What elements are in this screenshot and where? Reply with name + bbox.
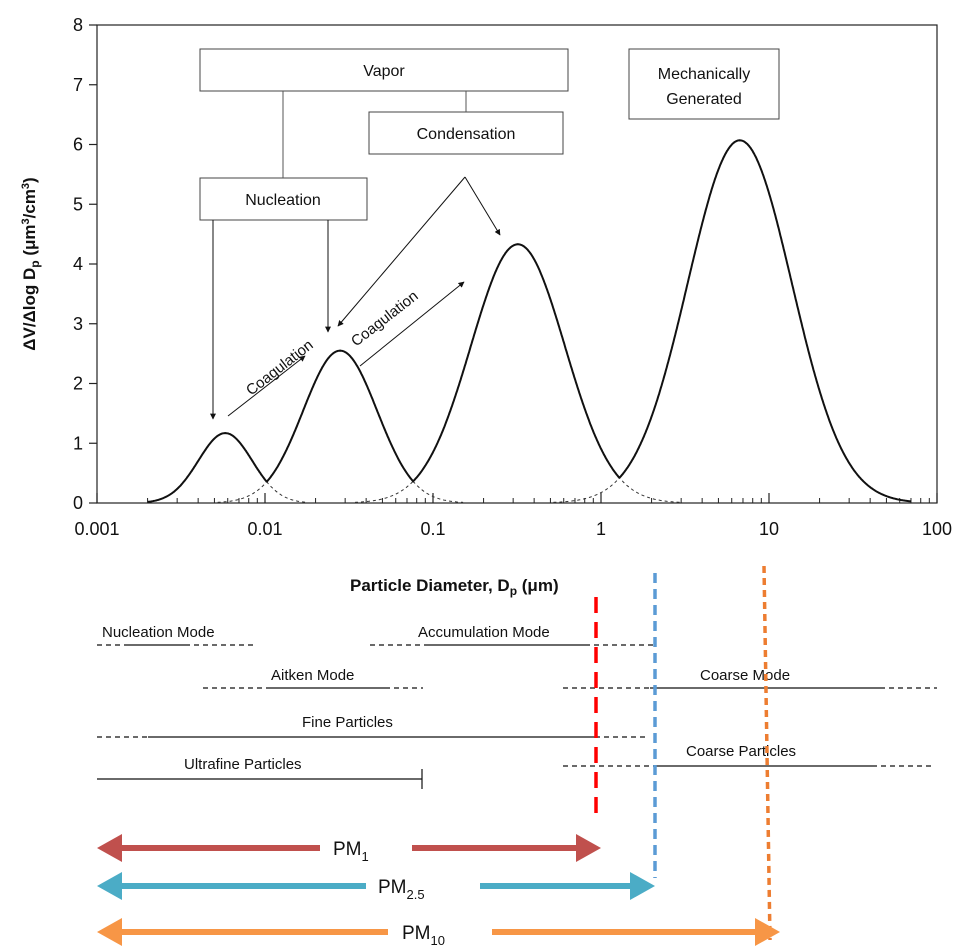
peak-point-nucleation bbox=[224, 432, 227, 435]
mode-component-aitken bbox=[217, 470, 464, 503]
ultrafine-particles-label: Ultrafine Particles bbox=[184, 756, 302, 773]
size-distribution-curve bbox=[147, 139, 912, 503]
x-tick-label: 10 bbox=[759, 519, 779, 539]
coarse-particles-label: Coarse Particles bbox=[686, 743, 796, 760]
x-axis: 0.001 0.01 0.1 1 10 100 bbox=[74, 493, 952, 539]
y-tick-label: 0 bbox=[73, 493, 83, 513]
y-tick-label: 2 bbox=[73, 374, 83, 394]
condensation-arrow-1 bbox=[337, 176, 466, 327]
aitken-mode-label: Aitken Mode bbox=[271, 667, 354, 684]
pm25-label: PM2.5 bbox=[378, 877, 425, 902]
plot-frame bbox=[96, 24, 938, 504]
pm10-cutoff-line bbox=[762, 565, 772, 941]
mode-component-accumulation bbox=[354, 471, 681, 503]
y-tick-label: 8 bbox=[73, 15, 83, 35]
peak-point-accumulation bbox=[516, 243, 519, 246]
nucleation-mode-label: Nucleation Mode bbox=[102, 624, 215, 641]
coagulation-arrow-1 bbox=[227, 355, 306, 417]
x-tick-label: 0.001 bbox=[74, 519, 119, 539]
y-tick-label: 7 bbox=[73, 75, 83, 95]
generated-label: Generated bbox=[666, 91, 742, 108]
nucleation-box bbox=[199, 177, 368, 221]
distribution-curves bbox=[147, 139, 912, 503]
vapor-box bbox=[199, 48, 569, 92]
coagulation-arrow-2 bbox=[359, 281, 465, 367]
accumulation-mode-label: Accumulation Mode bbox=[418, 624, 550, 641]
y-tick-label: 1 bbox=[73, 433, 83, 453]
y-tick-label: 4 bbox=[73, 254, 83, 274]
condensation-arrow-2 bbox=[464, 176, 501, 236]
mode-component-nucleation bbox=[147, 470, 308, 503]
pm10-arrow bbox=[97, 918, 780, 946]
x-axis-label: Particle Diameter, Dp (μm) bbox=[350, 576, 559, 598]
y-tick-label: 3 bbox=[73, 314, 83, 334]
pm1-label: PM1 bbox=[333, 839, 369, 864]
x-tick-label: 0.1 bbox=[420, 519, 445, 539]
x-tick-label: 0.01 bbox=[247, 519, 282, 539]
mechanically-label: Mechanically bbox=[658, 66, 750, 83]
x-tick-label: 1 bbox=[596, 519, 606, 539]
pm10-label: PM10 bbox=[402, 923, 445, 948]
coarse-mode-label: Coarse Mode bbox=[700, 667, 790, 684]
ultrafine-particles-range bbox=[97, 769, 423, 789]
coagulation-label-1: Coagulation bbox=[243, 336, 317, 399]
fine-particles-label: Fine Particles bbox=[302, 714, 393, 731]
peak-point-aitken bbox=[339, 349, 342, 352]
coagulation-label-2: Coagulation bbox=[348, 287, 422, 350]
y-tick-label: 6 bbox=[73, 135, 83, 155]
peak-point-coarse bbox=[738, 139, 741, 142]
condensation-box bbox=[368, 111, 564, 155]
x-tick-label: 100 bbox=[922, 519, 952, 539]
pm25-arrow bbox=[97, 872, 655, 900]
vapor-label: Vapor bbox=[363, 63, 405, 80]
y-tick-label: 5 bbox=[73, 194, 83, 214]
y-axis: 0 1 2 3 4 5 6 7 8 bbox=[73, 15, 97, 513]
y-axis-label: ΔV/Δlog Dp (μm3/cm3) bbox=[20, 177, 42, 350]
nucleation-label: Nucleation bbox=[245, 192, 321, 209]
pm1-arrow bbox=[97, 834, 601, 862]
mechanically-generated-box bbox=[628, 48, 780, 120]
condensation-label: Condensation bbox=[417, 126, 516, 143]
